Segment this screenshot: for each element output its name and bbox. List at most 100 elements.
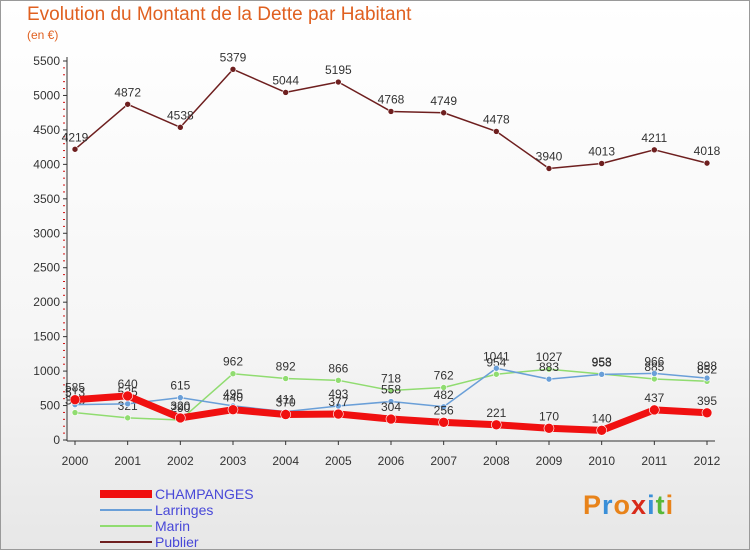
data-point-champanges xyxy=(701,407,713,419)
data-label-champanges: 304 xyxy=(381,400,401,414)
data-point-champanges xyxy=(280,409,291,420)
x-tick-label: 2003 xyxy=(220,454,247,468)
data-label-champanges: 320 xyxy=(170,399,190,413)
data-label-champanges: 140 xyxy=(592,411,612,425)
data-label-publier: 4749 xyxy=(430,94,457,108)
data-point-larringes xyxy=(598,371,605,378)
x-tick-label: 2004 xyxy=(272,454,299,468)
data-point-publier xyxy=(493,128,500,135)
data-label-marin: 962 xyxy=(223,355,243,369)
data-label-marin: 958 xyxy=(592,355,612,369)
data-label-champanges: 640 xyxy=(118,377,138,391)
data-point-marin xyxy=(387,387,395,394)
data-point-marin xyxy=(124,414,131,422)
data-point-publier xyxy=(387,108,395,115)
data-point-champanges xyxy=(69,394,81,405)
x-tick-label: 2001 xyxy=(114,454,141,468)
y-tick-label: 5500 xyxy=(33,54,60,68)
y-tick-label: 3500 xyxy=(33,192,60,206)
data-label-champanges: 437 xyxy=(644,391,664,405)
data-point-marin xyxy=(229,370,237,378)
data-point-publier xyxy=(440,109,447,117)
data-label-marin: 885 xyxy=(644,360,664,374)
data-label-larringes: 495 xyxy=(223,387,243,401)
data-point-larringes xyxy=(124,400,131,408)
data-point-larringes xyxy=(651,370,658,377)
data-point-marin xyxy=(545,365,553,373)
y-tick-label: 3000 xyxy=(33,226,60,240)
data-label-publier: 4211 xyxy=(641,131,667,145)
chart-title: Evolution du Montant de la Dette par Hab… xyxy=(27,4,412,25)
data-label-larringes: 883 xyxy=(539,360,559,374)
data-label-champanges: 256 xyxy=(434,403,454,417)
data-point-marin xyxy=(282,375,289,382)
x-tick-label: 2009 xyxy=(536,454,563,468)
data-point-champanges xyxy=(122,390,133,402)
data-label-publier: 4018 xyxy=(694,144,721,158)
x-tick-label: 2005 xyxy=(325,454,352,468)
legend-swatch-publier xyxy=(100,541,152,543)
y-tick-label: 4500 xyxy=(33,123,60,137)
data-label-publier: 5195 xyxy=(325,63,352,77)
data-label-marin: 892 xyxy=(276,360,296,374)
y-tick-label: 5000 xyxy=(33,88,60,102)
legend-label-marin: Marin xyxy=(155,518,191,534)
data-label-larringes: 1041 xyxy=(483,349,510,363)
data-point-publier xyxy=(177,123,184,131)
data-point-champanges xyxy=(649,404,660,416)
y-tick-label: 1000 xyxy=(33,364,60,378)
data-point-marin xyxy=(651,375,658,383)
data-label-publier: 5044 xyxy=(272,73,299,87)
data-point-champanges xyxy=(385,413,397,425)
data-label-larringes: 493 xyxy=(328,387,348,401)
legend-swatch-larringes xyxy=(100,509,152,511)
data-point-champanges xyxy=(596,425,607,436)
legend-swatch-marin xyxy=(100,525,152,527)
data-label-marin: 852 xyxy=(697,362,717,376)
data-label-publier: 4538 xyxy=(167,108,194,122)
data-label-marin: 1027 xyxy=(536,350,563,364)
data-point-publier xyxy=(282,89,289,96)
logo-letter: r xyxy=(602,490,614,520)
data-label-champanges: 377 xyxy=(328,395,348,409)
data-label-publier: 3940 xyxy=(536,149,563,163)
data-point-larringes xyxy=(703,374,711,382)
legend-label-champanges: CHAMPANGES xyxy=(155,486,254,502)
data-point-marin xyxy=(440,384,447,391)
logo-letter: o xyxy=(613,490,632,520)
data-label-larringes: 482 xyxy=(434,388,454,402)
data-label-marin: 762 xyxy=(434,368,454,382)
data-point-champanges xyxy=(438,417,449,428)
x-tick-label: 2006 xyxy=(378,454,405,468)
data-label-marin: 290 xyxy=(170,401,190,415)
data-label-larringes: 966 xyxy=(644,354,664,368)
y-tick-label: 2000 xyxy=(33,295,60,309)
logo-letter: t xyxy=(655,490,666,520)
data-point-champanges xyxy=(333,408,344,420)
data-label-marin: 866 xyxy=(328,361,348,375)
data-point-publier xyxy=(545,165,553,172)
y-tick-label: 500 xyxy=(40,399,60,413)
data-point-publier xyxy=(71,145,79,153)
x-tick-label: 2010 xyxy=(588,454,615,468)
x-tick-label: 2011 xyxy=(641,454,667,468)
y-tick-label: 1500 xyxy=(33,330,60,344)
data-point-champanges xyxy=(175,412,186,424)
data-point-publier xyxy=(229,66,237,73)
data-point-publier xyxy=(124,100,131,108)
proxiti-logo: Proxiti xyxy=(583,490,674,521)
data-point-larringes xyxy=(545,375,553,383)
data-label-larringes: 615 xyxy=(170,379,190,393)
data-label-larringes: 953 xyxy=(592,355,612,369)
data-label-champanges: 170 xyxy=(539,409,559,423)
data-point-larringes xyxy=(493,364,500,372)
legend-label-larringes: Larringes xyxy=(155,502,214,518)
data-point-larringes xyxy=(177,394,184,401)
x-tick-label: 2007 xyxy=(430,454,457,468)
data-point-publier xyxy=(598,160,605,167)
data-label-larringes: 898 xyxy=(697,359,717,373)
data-point-marin xyxy=(71,409,79,416)
x-tick-label: 2002 xyxy=(167,454,194,468)
